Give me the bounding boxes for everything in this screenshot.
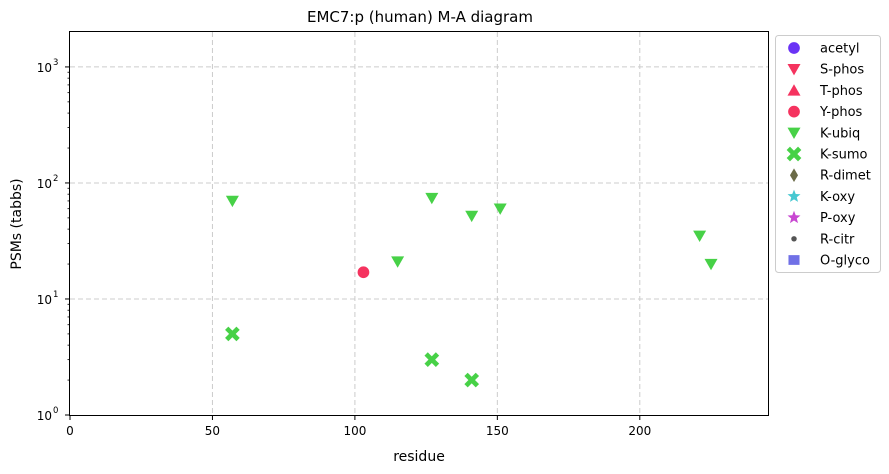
legend-label: S-phos xyxy=(820,63,864,78)
y-tick-label: 10 3 xyxy=(37,58,59,75)
legend-marker xyxy=(787,210,801,224)
x-tick-label: 150 xyxy=(486,424,509,438)
data-point-k-ubiq xyxy=(693,230,707,243)
legend-marker xyxy=(787,127,801,139)
y-tick-exponent: 3 xyxy=(53,58,58,68)
data-point-k-ubiq xyxy=(704,258,718,271)
x-axis-label: residue xyxy=(393,449,445,465)
legend-marker xyxy=(789,168,799,183)
legend-marker xyxy=(786,146,802,162)
legend-label: P-oxy xyxy=(820,211,856,226)
data-point-k-sumo xyxy=(424,352,440,367)
legend-item: acetyl xyxy=(788,42,860,57)
x-axis-ticks: 0 50 100 150 200 xyxy=(66,415,651,438)
chart-title: EMC7:p (human) M-A diagram xyxy=(307,8,533,26)
data-point-k-ubiq xyxy=(391,256,405,268)
y-tick-label: 10 0 xyxy=(37,406,59,423)
legend-item: P-oxy xyxy=(787,210,856,226)
legend-item: T-phos xyxy=(787,84,863,99)
data-points xyxy=(225,192,718,388)
plot-area-frame xyxy=(69,31,769,416)
data-point-y-phos xyxy=(357,266,370,279)
y-tick-exponent: 1 xyxy=(53,290,58,300)
legend-label: T-phos xyxy=(819,84,863,99)
legend-marker xyxy=(787,84,801,96)
legend-marker xyxy=(788,105,800,118)
legend-marker xyxy=(791,236,797,242)
x-tick-label: 0 xyxy=(66,424,74,438)
data-point-k-sumo xyxy=(464,372,480,388)
legend-label: R-citr xyxy=(820,232,855,247)
x-tick-label: 50 xyxy=(205,424,220,438)
legend-label: K-oxy xyxy=(820,190,855,205)
data-point-k-ubiq xyxy=(465,210,479,223)
y-tick-label: 10 1 xyxy=(37,290,59,307)
legend-item: S-phos xyxy=(787,63,864,78)
grid-lines xyxy=(70,32,768,415)
legend-item: O-glyco xyxy=(788,254,870,269)
legend-label: R-dimet xyxy=(820,169,871,184)
data-point-k-ubiq xyxy=(425,192,439,205)
legend-marker xyxy=(787,64,801,76)
x-tick-label: 200 xyxy=(628,424,651,438)
y-tick-exponent: 2 xyxy=(53,174,58,184)
legend-item: K-ubiq xyxy=(787,126,860,141)
legend-item: Y-phos xyxy=(788,105,863,120)
legend: acetyl S-phos T-phos Y-phos K-ubiq K-sumo R-di… xyxy=(775,35,881,273)
data-point-k-ubiq xyxy=(493,203,507,215)
data-point-k-ubiq xyxy=(225,195,239,208)
legend-label: acetyl xyxy=(820,42,860,57)
legend-marker xyxy=(787,189,801,202)
y-tick-base: 10 xyxy=(37,61,52,75)
y-tick-base: 10 xyxy=(37,293,52,307)
legend-marker xyxy=(788,255,800,265)
legend-label: O-glyco xyxy=(820,254,870,269)
y-tick-exponent: 0 xyxy=(53,406,58,416)
legend-label: Y-phos xyxy=(819,105,863,120)
legend-marker xyxy=(788,42,800,54)
y-tick-base: 10 xyxy=(37,409,52,423)
legend-item: R-citr xyxy=(791,232,855,247)
y-tick-label: 10 2 xyxy=(37,174,59,191)
data-point-k-sumo xyxy=(225,326,240,342)
y-tick-base: 10 xyxy=(37,177,52,191)
legend-item: K-oxy xyxy=(787,189,855,205)
y-axis-label: PSMs (tabbs) xyxy=(9,178,25,269)
legend-item: R-dimet xyxy=(789,168,871,184)
x-tick-label: 100 xyxy=(343,424,366,438)
legend-item: K-sumo xyxy=(786,146,868,163)
legend-label: K-sumo xyxy=(820,148,868,163)
legend-label: K-ubiq xyxy=(820,126,860,141)
legend-frame xyxy=(775,35,881,273)
